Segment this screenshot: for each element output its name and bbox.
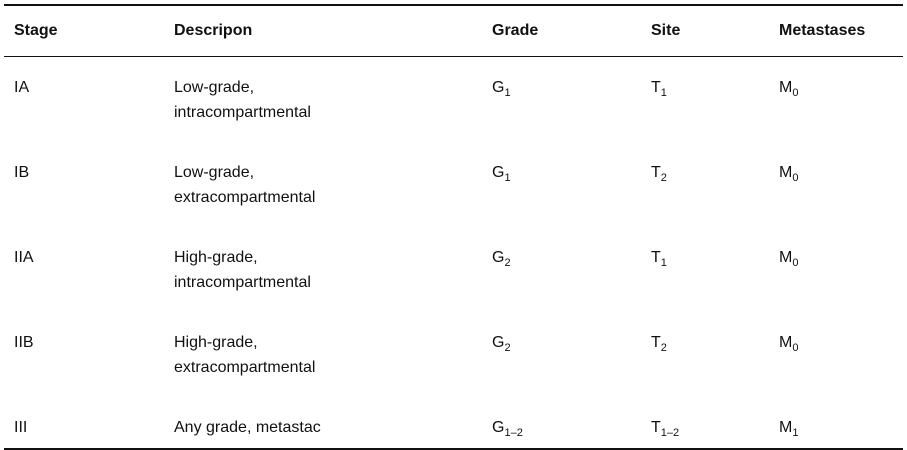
stage-cell: III — [4, 397, 164, 449]
grade-subscript: 1 — [504, 172, 511, 184]
description-line: extracompartmental — [174, 189, 316, 206]
site-symbol: T — [651, 164, 661, 181]
site-cell: T1 — [641, 57, 769, 143]
grade-symbol: G — [492, 79, 505, 96]
grade-cell: G2 — [482, 312, 641, 397]
metastases-subscript: 0 — [792, 172, 799, 184]
metastases-symbol: M — [779, 334, 793, 351]
grade-cell: G1 — [482, 57, 641, 143]
description-line: Low-grade, — [174, 164, 255, 181]
grade-symbol: G — [492, 164, 505, 181]
table-row: IIA High-grade, intracompartmental G2 T1 M0 — [4, 227, 903, 312]
description-line: extracompartmental — [174, 359, 316, 376]
metastases-symbol: M — [779, 419, 793, 436]
table-row: IIB High-grade, extracompartmental G2 T2 M0 — [4, 312, 903, 397]
grade-subscript: 2 — [504, 342, 511, 354]
stage: IIB — [14, 334, 34, 351]
site-symbol: T — [651, 334, 661, 351]
description-cell: Low-grade, intracompartmental — [164, 57, 482, 143]
stage-cell: IA — [4, 57, 164, 143]
site-symbol: T — [651, 79, 661, 96]
grade-subscript: 2 — [504, 257, 511, 269]
site-symbol: T — [651, 419, 661, 436]
grade-cell: G2 — [482, 227, 641, 312]
description-line: Any grade, metastac — [174, 419, 321, 436]
stage: III — [14, 419, 28, 436]
metastases-cell: M0 — [769, 312, 903, 397]
description-line: intracompartmental — [174, 104, 311, 121]
table-header: Stage Descripon Grade Site Metastases — [4, 5, 903, 57]
table-row: III Any grade, metastac G1–2 T1–2 M1 — [4, 397, 903, 449]
grade-symbol: G — [492, 419, 505, 436]
metastases-subscript: 0 — [792, 257, 799, 269]
site-cell: T1–2 — [641, 397, 769, 449]
stage: IA — [14, 79, 30, 96]
site-subscript: 1 — [660, 257, 667, 269]
stage-cell: IB — [4, 142, 164, 227]
description-line: Low-grade, — [174, 79, 255, 96]
metastases-symbol: M — [779, 79, 793, 96]
site-cell: T1 — [641, 227, 769, 312]
metastases-subscript: 0 — [792, 87, 799, 99]
grade-symbol: G — [492, 334, 505, 351]
metastases-symbol: M — [779, 249, 793, 266]
site-cell: T2 — [641, 312, 769, 397]
grade-subscript: 1 — [504, 87, 511, 99]
header-cell: Stage — [14, 22, 58, 39]
site-subscript: 2 — [660, 172, 667, 184]
description-line: High-grade, — [174, 249, 258, 266]
header-row: Stage Descripon Grade Site Metastases — [4, 5, 903, 57]
header-cell: Metastases — [779, 22, 866, 39]
description-line: High-grade, — [174, 334, 258, 351]
metastases-cell: M0 — [769, 227, 903, 312]
description-cell: Low-grade, extracompartmental — [164, 142, 482, 227]
metastases-subscript: 0 — [792, 342, 799, 354]
description-cell: High-grade, intracompartmental — [164, 227, 482, 312]
table-row: IB Low-grade, extracompartmental G1 T2 M0 — [4, 142, 903, 227]
grade-symbol: G — [492, 249, 505, 266]
description-cell: High-grade, extracompartmental — [164, 312, 482, 397]
header-cell: Grade — [492, 22, 539, 39]
header-cell: Descripon — [174, 22, 253, 39]
metastases-subscript: 1 — [792, 427, 799, 439]
metastases-cell: M1 — [769, 397, 903, 449]
grade-subscript: 1–2 — [504, 427, 523, 439]
site-subscript: 2 — [660, 342, 667, 354]
stage: IIA — [14, 249, 34, 266]
site-cell: T2 — [641, 142, 769, 227]
stage-cell: IIA — [4, 227, 164, 312]
grade-cell: G1–2 — [482, 397, 641, 449]
site-subscript: 1–2 — [660, 427, 680, 439]
table-body: IA Low-grade, intracompartmental G1 T1 M0 IB Lo… — [4, 57, 903, 449]
stage: IB — [14, 164, 30, 181]
table-row: IA Low-grade, intracompartmental G1 T1 M0 — [4, 57, 903, 143]
site-subscript: 1 — [660, 87, 667, 99]
site-symbol: T — [651, 249, 661, 266]
metastases-symbol: M — [779, 164, 793, 181]
metastases-cell: M0 — [769, 57, 903, 143]
description-cell: Any grade, metastac — [164, 397, 482, 449]
metastases-cell: M0 — [769, 142, 903, 227]
staging-table: Stage Descripon Grade Site Metastases IA Low-… — [4, 4, 903, 450]
grade-cell: G1 — [482, 142, 641, 227]
header-cell: Site — [651, 22, 681, 39]
stage-cell: IIB — [4, 312, 164, 397]
description-line: intracompartmental — [174, 274, 311, 291]
